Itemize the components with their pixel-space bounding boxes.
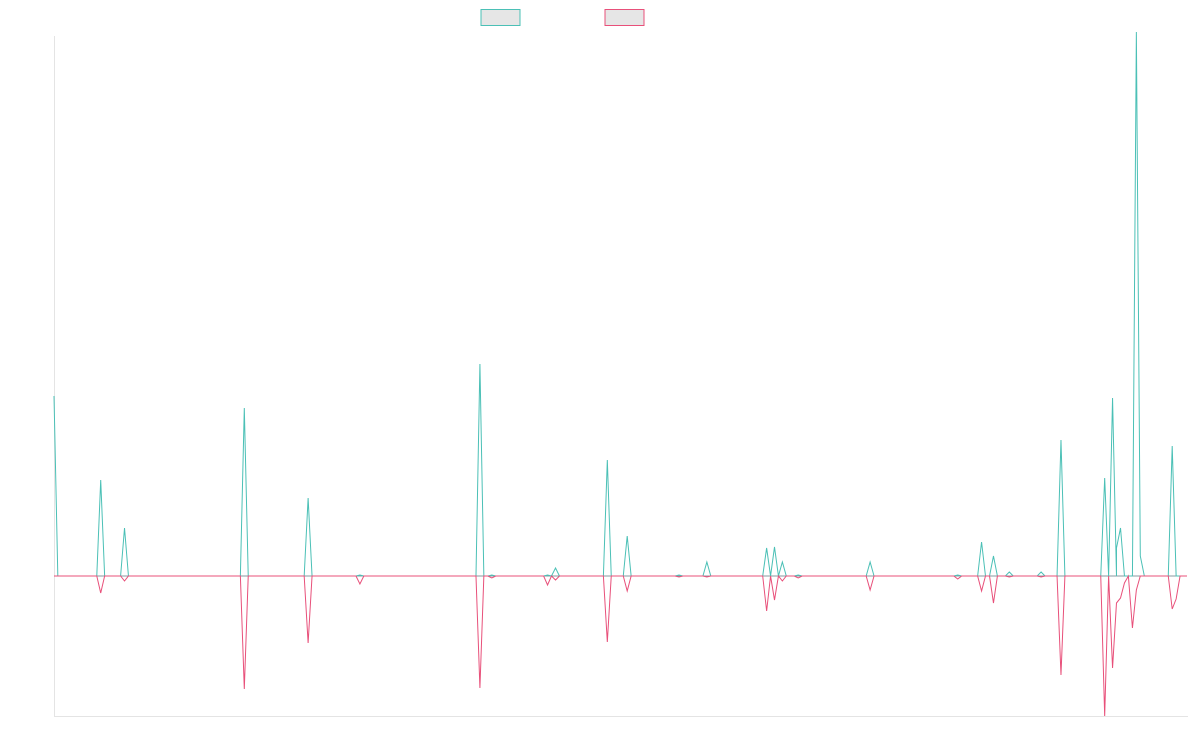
legend-swatch-series-a[interactable] xyxy=(480,9,521,26)
plot-area xyxy=(53,31,1187,717)
legend-swatch-series-b[interactable] xyxy=(604,9,645,26)
series-line-a xyxy=(53,31,1187,577)
series-line-b xyxy=(54,574,1187,717)
legend xyxy=(480,9,645,26)
axes xyxy=(54,36,1188,717)
